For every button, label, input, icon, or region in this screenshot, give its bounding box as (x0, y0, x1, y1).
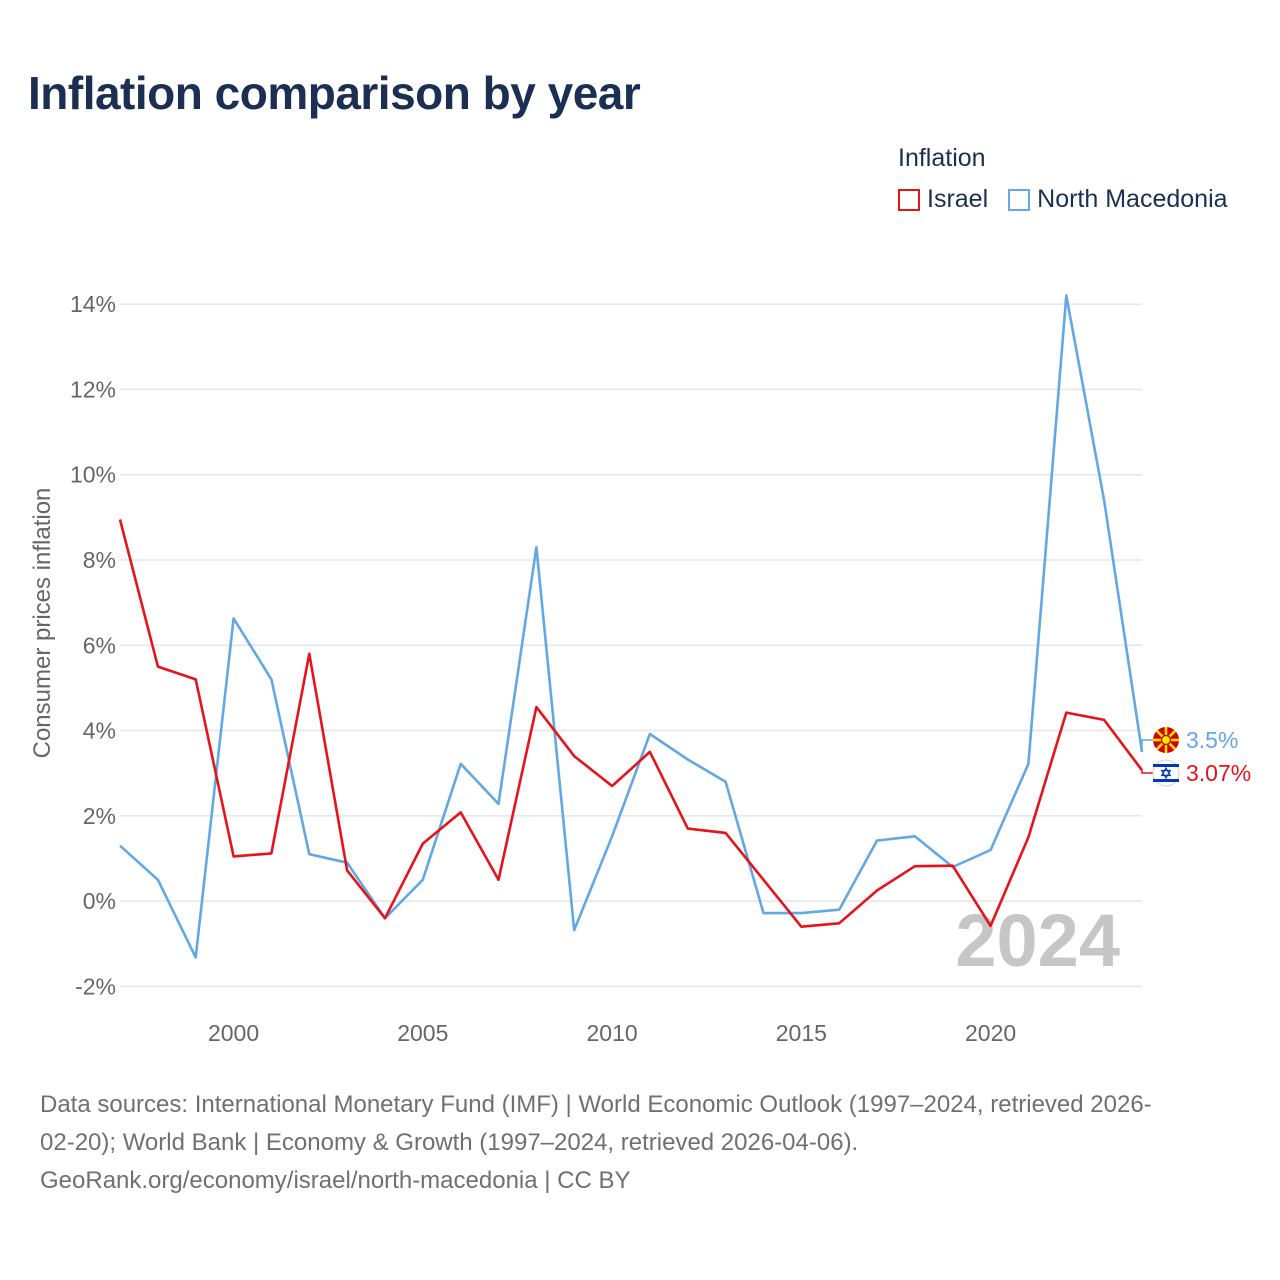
legend-item-israel[interactable]: Israel (898, 185, 988, 214)
source-link[interactable]: GeoRank.org/economy/israel/north-macedon… (40, 1167, 631, 1194)
chart-title: Inflation comparison by year (28, 67, 641, 119)
y-tick-label: 4% (83, 718, 116, 744)
line-chart: 2024 -2%0%2%4%6%8%10%12%14% 2000 2005 2010… (29, 291, 1251, 1046)
legend-swatch-north-macedonia (1008, 188, 1031, 211)
source-line-2: 02-20); World Bank | Economy & Growth (1… (40, 1129, 859, 1156)
israel-flag-icon (1152, 759, 1180, 787)
connector-israel (1141, 770, 1154, 774)
legend: Israel North Macedonia (898, 185, 1248, 214)
source-line-1: Data sources: International Monetary Fun… (40, 1091, 1152, 1118)
y-tick-label: 2% (83, 803, 116, 829)
series-line-israel (118, 519, 1144, 929)
legend-label-israel: Israel (927, 185, 989, 213)
legend-swatch-israel (898, 188, 920, 211)
north-macedonia-flag-icon (1153, 727, 1179, 753)
legend-item-north-macedonia[interactable]: North Macedonia (1008, 185, 1228, 214)
y-tick-label: 14% (70, 291, 116, 317)
x-tick-label: 2010 (586, 1020, 637, 1046)
x-tick-label: 2000 (208, 1020, 259, 1046)
y-tick-label: 12% (70, 376, 116, 402)
y-tick-label: 10% (70, 462, 116, 488)
series-layer (118, 294, 1144, 959)
y-axis-label: Consumer prices inflation (29, 488, 56, 759)
end-value-north-macedonia: 3.5% (1186, 727, 1238, 753)
x-tick-label: 2020 (965, 1020, 1016, 1046)
x-axis-ticks: 2000 2005 2010 2015 2020 (208, 1020, 1016, 1046)
legend-title: Inflation (898, 144, 986, 172)
x-tick-label: 2015 (776, 1020, 827, 1046)
y-tick-label: 0% (83, 888, 116, 914)
x-tick-label: 2005 (397, 1020, 448, 1046)
y-axis-ticks: -2% 0% 2% 4% 6% 8% 10% 12% 14% (70, 291, 116, 999)
series-line-north-macedonia (119, 294, 1144, 959)
end-value-israel: 3.07% (1186, 760, 1251, 786)
grid-layer (120, 303, 1142, 988)
y-tick-label: 6% (83, 632, 116, 658)
y-tick-label: 8% (83, 547, 116, 573)
data-source-note: Data sources: International Monetary Fun… (40, 1086, 1250, 1200)
connector-north-macedonia (1141, 739, 1154, 752)
legend-label-north-macedonia: North Macedonia (1037, 185, 1228, 213)
end-labels: 3.07% 3.5% (1141, 727, 1251, 787)
y-tick-label: -2% (75, 973, 116, 999)
